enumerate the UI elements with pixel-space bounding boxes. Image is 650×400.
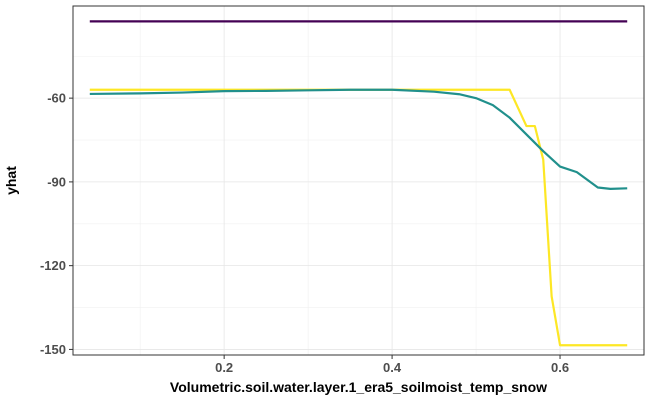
x-axis-title: Volumetric.soil.water.layer.1_era5_soilm… xyxy=(170,379,547,395)
y-tick-label: -120 xyxy=(40,258,66,273)
y-axis-title: yhat xyxy=(3,166,19,195)
y-tick-label: -150 xyxy=(40,342,66,357)
x-tick-label: 0.4 xyxy=(383,360,402,375)
plot-panel xyxy=(73,6,644,355)
y-tick-label: -60 xyxy=(47,91,66,106)
series-line-2 xyxy=(89,88,628,347)
x-tick-label: 0.2 xyxy=(215,360,233,375)
series-group xyxy=(89,20,628,347)
y-tick-label: -90 xyxy=(47,174,66,189)
x-tick-label: 0.6 xyxy=(551,360,569,375)
axis-ticks: 0.2 0.4 0.6 -60 -90 -120 -150 xyxy=(40,91,569,375)
plot-border xyxy=(72,5,645,356)
series-line-3 xyxy=(89,88,628,190)
